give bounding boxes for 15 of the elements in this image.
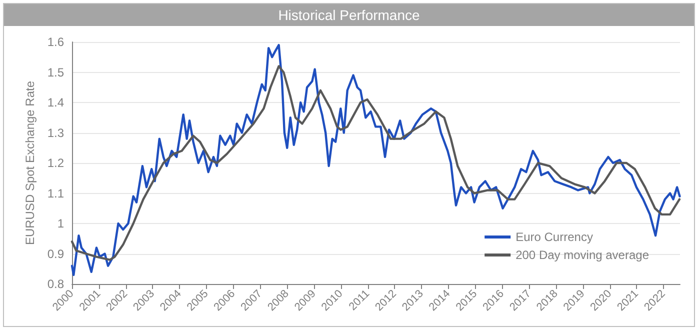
y-tick-label: 0.8 — [47, 277, 64, 291]
y-tick-label: 1.6 — [47, 35, 64, 49]
legend-label: 200 Day moving average — [516, 248, 650, 262]
y-tick-label: 1.2 — [47, 156, 64, 170]
legend-label: Euro Currency — [516, 230, 593, 244]
y-tick-label: 1.3 — [47, 126, 64, 140]
y-tick-label: 1.1 — [47, 186, 64, 200]
y-axis-title: EURUSD Spot Exchange Rate — [23, 80, 37, 246]
line-series — [70, 65, 681, 261]
chart-title: Historical Performance — [4, 4, 694, 26]
y-tick-label: 1.4 — [47, 96, 64, 110]
y-tick-label: 1.5 — [47, 65, 64, 80]
y-tick-label: 1 — [57, 216, 64, 230]
line-series — [70, 44, 681, 276]
y-tick-label: 0.9 — [47, 246, 64, 261]
